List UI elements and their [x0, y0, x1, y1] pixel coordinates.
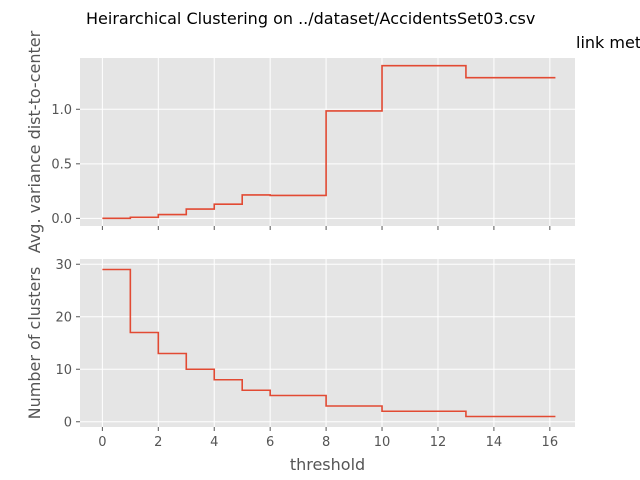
- bottom-x-tick-label: 14: [486, 435, 503, 450]
- top-y-tick-label: 1.0: [51, 103, 72, 118]
- bottom-y-tick-label: 20: [55, 310, 72, 325]
- bottom-x-tick-label: 12: [430, 435, 447, 450]
- bottom-series-line: [102, 268, 556, 418]
- bottom-x-tick-label: 8: [322, 435, 330, 450]
- bottom-y-tick-label: 10: [55, 363, 72, 378]
- bottom-x-tick-label: 10: [374, 435, 391, 450]
- chart-title: Heirarchical Clustering on ../dataset/Ac…: [86, 9, 535, 28]
- top-series-line: [102, 64, 556, 220]
- top-y-tick-label: 0.0: [51, 212, 72, 227]
- bottom-x-tick-label: 0: [98, 435, 106, 450]
- bottom-y-axis-label: Number of clusters: [25, 267, 44, 420]
- bottom-x-tick-label: 6: [266, 435, 274, 450]
- bottom-x-axis-label: threshold: [290, 455, 365, 474]
- bottom-y-tick-label: 0: [64, 415, 72, 430]
- bottom-x-tick-label: 2: [154, 435, 162, 450]
- bottom-x-tick-label: 16: [542, 435, 559, 450]
- bottom-x-tick-label: 4: [210, 435, 218, 450]
- top-panel: 0.0 0.5 1.0 Avg. variance dist-to-center: [25, 30, 575, 253]
- top-plot-area: [80, 58, 575, 226]
- bottom-y-tick-label: 30: [55, 258, 72, 273]
- bottom-panel: 0 2 4 6 8 10 12 14 16 0 10 20 30 Number of clusters th…: [25, 258, 575, 474]
- top-y-tick-label: 0.5: [51, 157, 72, 172]
- chart-subtitle: link met: [576, 33, 640, 52]
- top-y-axis-label: Avg. variance dist-to-center: [25, 30, 44, 253]
- bottom-plot-area: [80, 259, 575, 427]
